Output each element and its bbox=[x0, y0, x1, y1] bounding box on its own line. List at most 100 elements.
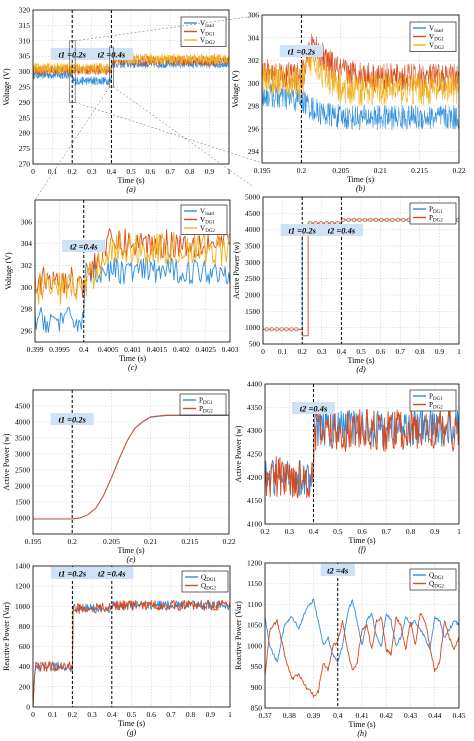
x-tick-label: 0.2 bbox=[260, 527, 270, 536]
x-tick-label: 0.9 bbox=[206, 710, 216, 719]
y-tick-label: 298 bbox=[248, 102, 260, 111]
zoom-connector bbox=[75, 102, 263, 164]
x-tick-label: 0.44 bbox=[428, 711, 441, 720]
y-tick-label: 2500 bbox=[245, 274, 260, 283]
chart-f: 0.2 0.3 0.4 0.5 0.6 0.7 0.8 0.9 1 4100 4150 4200 425… bbox=[234, 380, 461, 555]
y-tick-label: 1000 bbox=[15, 514, 30, 523]
event-label-bg bbox=[89, 48, 133, 60]
series-line-v-load bbox=[35, 257, 230, 334]
y-tick-label: 3000 bbox=[15, 450, 30, 459]
y-tick-label: 4500 bbox=[15, 402, 30, 411]
y-tick-label: 1100 bbox=[247, 600, 262, 609]
x-tick-label: 0.43 bbox=[404, 711, 417, 720]
x-tick-label: 0 bbox=[31, 167, 35, 176]
x-tick-label: 1 bbox=[457, 347, 461, 356]
y-tick-label: 3500 bbox=[245, 242, 260, 251]
y-tick-label: 285 bbox=[19, 113, 31, 122]
y-tick-label: 294 bbox=[248, 147, 260, 156]
x-tick-label: 0.2 bbox=[297, 166, 307, 175]
x-tick-label: 0.6 bbox=[147, 710, 157, 719]
x-tick-label: 0.2 bbox=[68, 710, 78, 719]
x-tick-label: 0.5 bbox=[356, 347, 366, 356]
legend-entry: PDG2 bbox=[429, 401, 443, 411]
y-tick-label: 850 bbox=[251, 704, 263, 713]
series-line-q-dg2 bbox=[33, 599, 230, 707]
x-tick-label: 0.42 bbox=[380, 711, 393, 720]
series-line-v-load bbox=[33, 59, 229, 86]
y-tick-label: 305 bbox=[19, 52, 31, 61]
x-tick-label: 0.8 bbox=[186, 710, 196, 719]
legend-box bbox=[179, 393, 227, 416]
y-tick-label: 3500 bbox=[15, 434, 30, 443]
x-tick-label: 0.45 bbox=[452, 711, 465, 720]
x-tick-label: 0.21 bbox=[144, 537, 157, 546]
legend-entry: PDG1 bbox=[429, 206, 443, 216]
y-tick-label: 1500 bbox=[15, 498, 30, 507]
x-axis-label: Time (s) bbox=[348, 720, 375, 729]
x-tick-label: 0.3 bbox=[285, 527, 295, 536]
y-tick-label: 304 bbox=[21, 239, 33, 248]
chart-g: 0 0.1 0.2 0.3 0.4 0.5 0.6 0.7 0.8 0.9 1 0 200 400 600 8… bbox=[2, 562, 232, 738]
y-tick-label: 1000 bbox=[245, 323, 260, 332]
data-point bbox=[401, 217, 406, 222]
x-tick-label: 0.3 bbox=[317, 347, 327, 356]
event-label-bg bbox=[280, 224, 324, 236]
legend-entry: PDG1 bbox=[429, 393, 443, 403]
panel-caption: (b) bbox=[356, 184, 366, 193]
legend-box bbox=[409, 389, 457, 412]
series-line-v-load bbox=[262, 83, 459, 131]
data-point bbox=[362, 217, 368, 222]
x-tick-label: 0.195 bbox=[254, 166, 271, 175]
y-tick-label: 4400 bbox=[247, 380, 262, 389]
x-tick-label: 0.38 bbox=[283, 711, 296, 720]
y-tick-label: 296 bbox=[21, 327, 33, 336]
x-tick-label: 0.4 bbox=[309, 527, 319, 536]
plot-frame bbox=[34, 199, 231, 343]
event-label: t2 =0.4s bbox=[70, 242, 98, 252]
event-label: t2 =0.4s bbox=[98, 569, 126, 579]
y-tick-label: 4200 bbox=[247, 473, 262, 482]
legend-box bbox=[181, 570, 229, 593]
x-tick-label: 0.4 bbox=[107, 167, 117, 176]
series-line-p-dg2 bbox=[265, 408, 459, 499]
x-tick-label: 0.41 bbox=[355, 711, 368, 720]
x-tick-label: 0.7 bbox=[396, 347, 406, 356]
data-point bbox=[390, 217, 395, 222]
series-line-q-dg1 bbox=[265, 598, 459, 663]
event-label-bg bbox=[320, 564, 355, 576]
data-point bbox=[269, 327, 274, 332]
x-tick-label: 0.2 bbox=[298, 347, 308, 356]
legend-entry: PDG2 bbox=[429, 214, 443, 224]
y-tick-label: 310 bbox=[19, 36, 31, 45]
series-line-v-dg2 bbox=[35, 231, 230, 305]
data-point bbox=[289, 327, 294, 332]
x-tick-label: 0.205 bbox=[332, 166, 349, 175]
y-tick-label: 2000 bbox=[15, 482, 30, 491]
legend-box bbox=[409, 568, 457, 591]
data-point bbox=[373, 217, 378, 222]
legend-entry: VDG2 bbox=[200, 37, 215, 47]
event-label-bg bbox=[319, 224, 363, 236]
legend-entry: VDG1 bbox=[200, 28, 215, 38]
y-tick-label: 2000 bbox=[245, 291, 260, 300]
y-tick-label: 300 bbox=[21, 283, 33, 292]
x-tick-label: 0.1 bbox=[278, 347, 288, 356]
event-label: t1 =0.2s bbox=[288, 47, 316, 57]
x-tick-label: 0.4 bbox=[107, 710, 117, 719]
x-tick-label: 0.8 bbox=[406, 527, 416, 536]
data-point bbox=[456, 217, 459, 222]
x-tick-label: 0.8 bbox=[185, 167, 195, 176]
event-label: t2 =0.4s bbox=[98, 50, 126, 60]
legend-entry: Vload bbox=[429, 25, 443, 35]
y-axis-label: Voltage (V) bbox=[2, 68, 11, 106]
series-group bbox=[35, 228, 230, 334]
legend-entry: QDG1 bbox=[201, 574, 216, 584]
zoom-connector bbox=[75, 14, 263, 42]
legend-box bbox=[409, 202, 457, 225]
panel-caption: (d) bbox=[356, 365, 366, 374]
x-axis-label: Time (s) bbox=[348, 536, 375, 545]
y-tick-label: 290 bbox=[19, 98, 31, 107]
